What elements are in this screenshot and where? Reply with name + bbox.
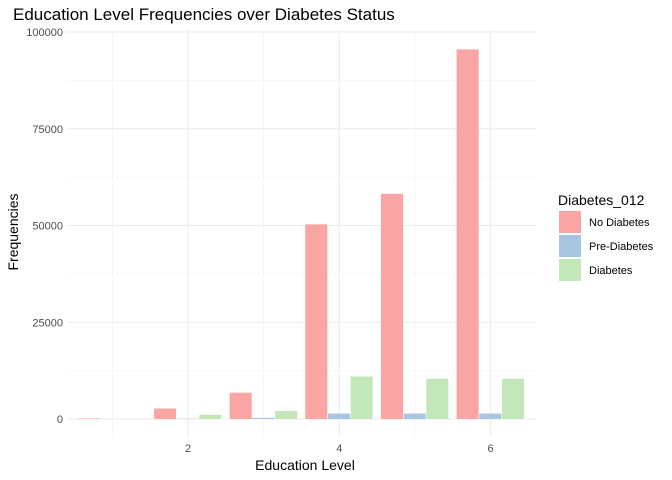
bar-no-diabetes [229,392,252,419]
bar-no-diabetes [456,49,479,419]
bar-diabetes [199,414,222,419]
x-axis-title: Education Level [255,457,355,473]
x-tick-label: 2 [185,443,191,455]
y-tick-label: 100000 [26,27,63,39]
x-axis-tick-labels: 2 4 6 [185,443,494,455]
legend-swatch [559,259,581,281]
chart-title: Education Level Frequencies over Diabete… [13,5,395,24]
y-axis-tick-labels: 0 25000 50000 75000 100000 [26,27,63,426]
y-tick-label: 75000 [32,124,63,136]
legend-label: Pre-Diabetes [589,241,654,253]
bar-pre-diabetes [327,413,351,419]
bar-pre-diabetes [252,417,275,419]
bar-diabetes [501,378,525,419]
y-tick-label: 0 [57,414,63,426]
y-tick-label: 25000 [32,317,63,329]
x-tick-label: 4 [336,443,342,455]
legend: Diabetes_012 No Diabetes Pre-Diabetes Diab… [558,192,654,281]
bar-no-diabetes [153,408,177,419]
bar-no-diabetes [305,224,328,419]
bar-no-diabetes [78,418,101,419]
bar-diabetes [426,378,449,419]
bar-diabetes [350,376,373,419]
bar-no-diabetes [380,193,404,419]
legend-swatch [559,211,581,233]
bar-pre-diabetes [479,413,502,419]
legend-swatch [559,235,581,257]
legend-title: Diabetes_012 [558,192,645,208]
x-tick-label: 6 [488,443,494,455]
bar-pre-diabetes [403,413,426,419]
legend-label: Diabetes [589,265,633,277]
y-axis-title: Frequencies [5,193,21,270]
legend-label: No Diabetes [589,217,650,229]
y-tick-label: 50000 [32,221,63,233]
bars [78,49,525,419]
bar-diabetes [275,410,298,419]
